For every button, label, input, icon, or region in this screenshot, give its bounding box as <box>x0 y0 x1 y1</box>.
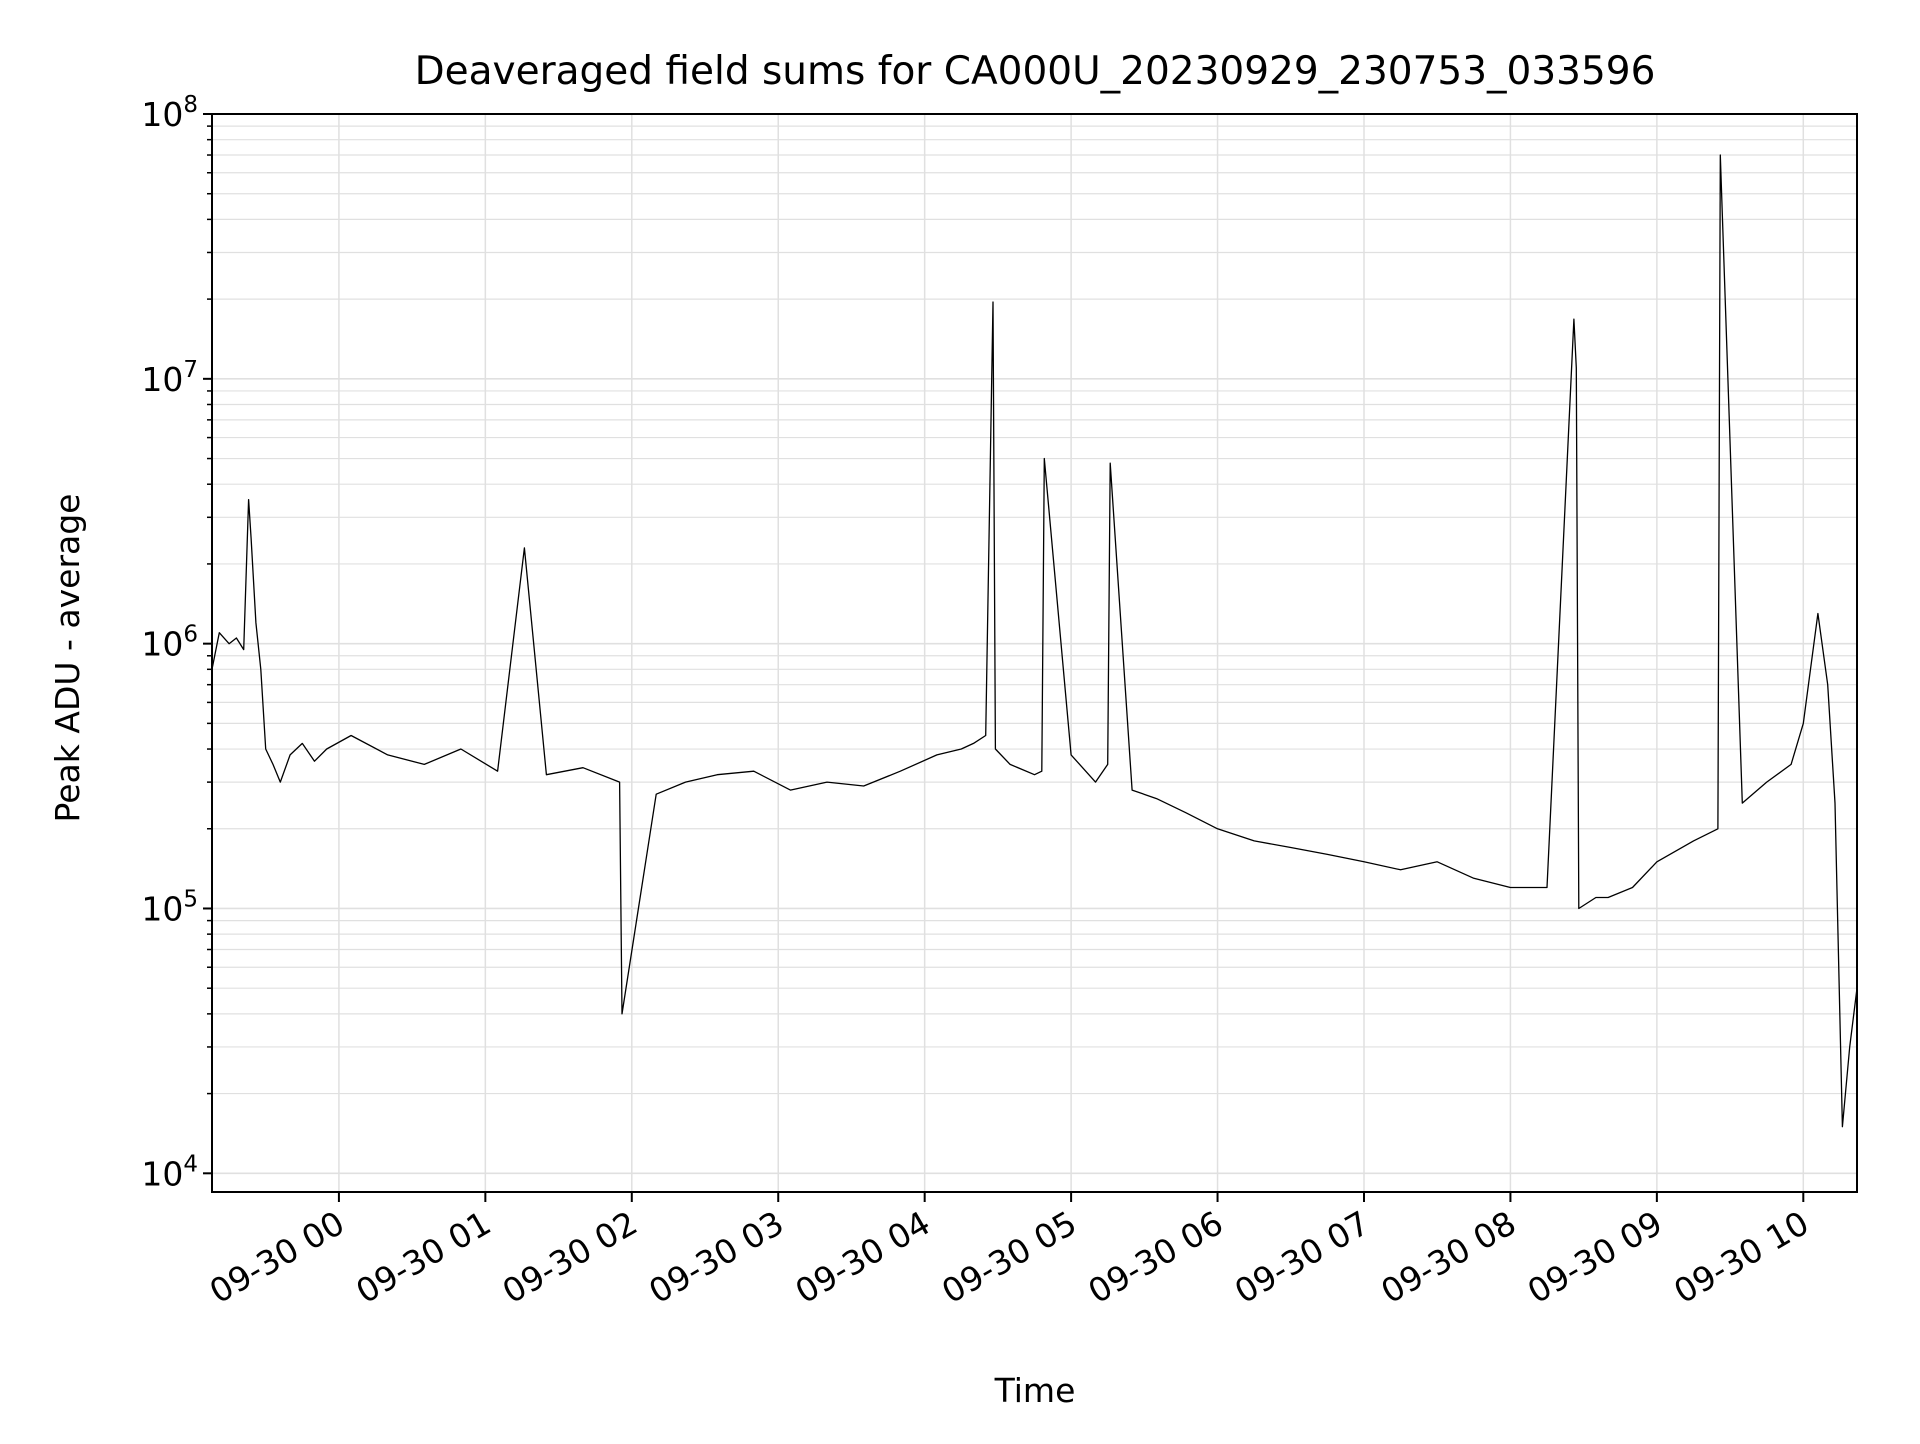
x-tick-label: 09-30 01 <box>349 1203 497 1311</box>
x-tick-label: 09-30 06 <box>1082 1203 1230 1311</box>
plot-frame <box>211 113 1858 1193</box>
series-line <box>211 154 1858 1128</box>
x-tick-label: 09-30 02 <box>496 1203 644 1311</box>
x-tick-label: 09-30 04 <box>789 1203 937 1311</box>
x-tick-label: 09-30 08 <box>1374 1203 1522 1311</box>
y-tick-label: 108 <box>141 92 198 134</box>
y-tick-label: 106 <box>141 622 198 664</box>
x-tick-label: 09-30 07 <box>1228 1203 1376 1311</box>
grid-layer <box>212 113 1857 1192</box>
y-tick-label: 104 <box>141 1151 198 1193</box>
x-tick-label: 09-30 03 <box>642 1203 790 1311</box>
y-tick-label: 105 <box>141 886 198 928</box>
x-axis-label: Time <box>994 1371 1076 1410</box>
y-tick-label: 107 <box>141 357 198 399</box>
y-axis-label: Peak ADU - average <box>48 494 87 823</box>
x-tick-label: 09-30 00 <box>203 1203 351 1311</box>
x-tick-label: 09-30 09 <box>1521 1203 1669 1311</box>
chart-title: Deaveraged field sums for CA000U_2023092… <box>415 49 1656 94</box>
x-tick-label: 09-30 05 <box>935 1203 1083 1311</box>
y-tick-layer: 104 105 106 107 108 <box>141 92 212 1193</box>
x-tick-label: 09-30 10 <box>1667 1203 1815 1311</box>
